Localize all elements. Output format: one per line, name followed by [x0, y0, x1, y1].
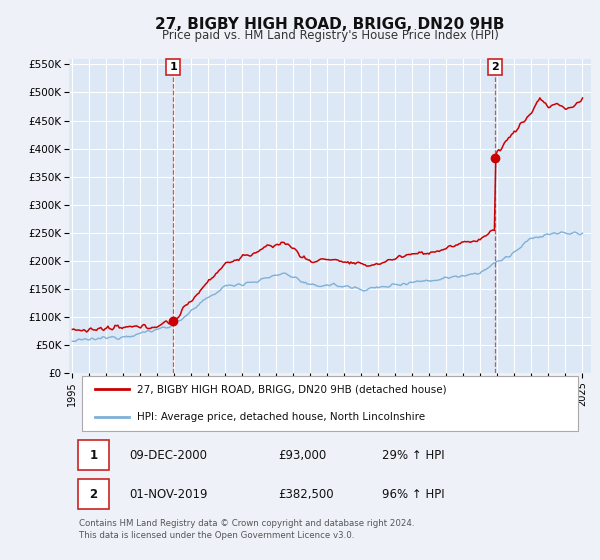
FancyBboxPatch shape: [79, 479, 109, 509]
FancyBboxPatch shape: [79, 440, 109, 470]
Text: 96% ↑ HPI: 96% ↑ HPI: [382, 488, 445, 501]
Text: 1: 1: [89, 449, 98, 462]
Text: £93,000: £93,000: [278, 449, 326, 462]
Text: 2: 2: [491, 62, 499, 72]
Text: 27, BIGBY HIGH ROAD, BRIGG, DN20 9HB (detached house): 27, BIGBY HIGH ROAD, BRIGG, DN20 9HB (de…: [137, 384, 446, 394]
Text: Contains HM Land Registry data © Crown copyright and database right 2024.
This d: Contains HM Land Registry data © Crown c…: [79, 519, 415, 540]
Text: 09-DEC-2000: 09-DEC-2000: [129, 449, 207, 462]
Text: £382,500: £382,500: [278, 488, 334, 501]
Text: 29% ↑ HPI: 29% ↑ HPI: [382, 449, 445, 462]
Text: Price paid vs. HM Land Registry's House Price Index (HPI): Price paid vs. HM Land Registry's House …: [161, 29, 499, 42]
Text: 2: 2: [89, 488, 98, 501]
Text: 27, BIGBY HIGH ROAD, BRIGG, DN20 9HB: 27, BIGBY HIGH ROAD, BRIGG, DN20 9HB: [155, 17, 505, 32]
FancyBboxPatch shape: [82, 376, 578, 431]
Text: HPI: Average price, detached house, North Lincolnshire: HPI: Average price, detached house, Nort…: [137, 412, 425, 422]
Text: 01-NOV-2019: 01-NOV-2019: [129, 488, 208, 501]
Text: 1: 1: [170, 62, 177, 72]
